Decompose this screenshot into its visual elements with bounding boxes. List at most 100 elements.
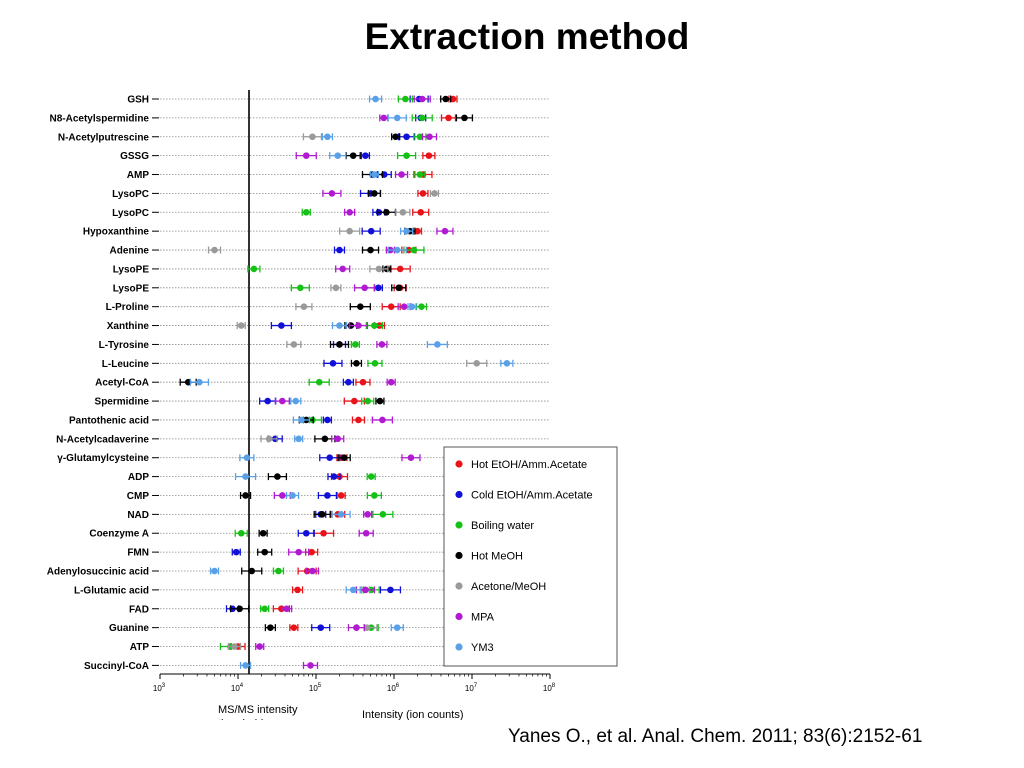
category-label: N-Acetylputrescine (58, 132, 150, 143)
data-point (466, 359, 488, 367)
data-point (323, 359, 343, 367)
category-label: Pantothenic acid (69, 415, 149, 426)
data-point (288, 548, 310, 556)
data-point (289, 624, 299, 632)
data-point (290, 397, 302, 405)
data-point (345, 586, 361, 594)
category-label: Hypoxanthine (83, 227, 150, 238)
data-point (313, 510, 331, 518)
data-point (395, 208, 411, 216)
category-label: NAD (127, 510, 149, 521)
data-point (230, 605, 250, 613)
data-point (329, 152, 347, 160)
x-tick-label: 105 (309, 683, 322, 693)
category-label: L-Proline (106, 302, 150, 313)
data-point (295, 303, 313, 311)
data-point (333, 246, 346, 254)
data-point (247, 265, 261, 273)
data-point (302, 133, 323, 141)
x-tick-label: 103 (153, 683, 166, 693)
data-point (401, 454, 421, 462)
data-point (391, 133, 401, 141)
data-point (239, 661, 252, 669)
x-tick-label: 107 (465, 683, 478, 693)
data-point (312, 529, 335, 537)
x-tick-label: 104 (231, 683, 244, 693)
threshold-label-line1: MS/MS intensity (218, 704, 298, 716)
data-point (372, 510, 394, 518)
data-point (426, 340, 449, 348)
legend-swatch (455, 612, 463, 621)
data-point (429, 189, 440, 197)
data-point (322, 416, 333, 424)
data-point (347, 624, 366, 632)
data-point (264, 624, 277, 632)
slide-title: Extraction method (364, 16, 690, 57)
data-point (379, 586, 402, 594)
data-point (342, 378, 355, 386)
data-point (335, 265, 351, 273)
data-point (363, 510, 373, 518)
data-point (394, 171, 409, 179)
data-point (207, 246, 222, 254)
data-point (317, 491, 338, 499)
data-point (358, 529, 374, 537)
data-point (397, 133, 416, 141)
data-point (373, 284, 383, 292)
category-label: L-Glutamic acid (74, 585, 149, 596)
data-point (322, 189, 342, 197)
data-point (376, 340, 388, 348)
data-point (321, 133, 334, 141)
data-point (331, 510, 351, 518)
data-point (331, 322, 348, 330)
legend-swatch (455, 582, 463, 590)
data-point (231, 548, 241, 556)
data-point (387, 114, 407, 122)
legend: Hot EtOH/Amm.Acetate Cold EtOH/Amm.Acetat… (443, 446, 618, 667)
legend-label: MPA (471, 612, 495, 624)
data-point (368, 95, 383, 103)
data-point (297, 529, 315, 537)
data-point (407, 303, 417, 311)
category-label: CMP (127, 491, 150, 502)
data-point (396, 152, 417, 160)
legend-label: Boiling water (471, 520, 534, 532)
x-tick-label: 108 (543, 683, 556, 693)
data-point (500, 359, 514, 367)
data-point (280, 605, 293, 613)
data-point (209, 567, 220, 575)
data-point (291, 586, 304, 594)
data-point (414, 171, 426, 179)
data-point (369, 265, 389, 273)
data-point (367, 359, 383, 367)
category-label: GSH (127, 95, 149, 106)
category-label: Acetyl-CoA (95, 378, 149, 389)
data-point (399, 227, 414, 235)
category-label: LysoPE (113, 264, 150, 275)
data-point (241, 567, 263, 575)
data-point (267, 473, 288, 481)
data-point (330, 284, 342, 292)
data-point (234, 473, 257, 481)
category-label: Adenine (110, 246, 150, 257)
data-point (258, 529, 268, 537)
category-label: Xanthine (107, 321, 150, 332)
data-point (301, 208, 311, 216)
legend-swatch (455, 643, 463, 651)
data-point (417, 189, 429, 197)
data-point (305, 567, 320, 575)
category-label: ADP (128, 472, 149, 483)
legend-label: Acetone/MeOH (471, 581, 546, 593)
legend-box (443, 446, 618, 667)
category-label: ATP (130, 642, 150, 653)
data-point (259, 397, 277, 405)
category-label: LysoPC (112, 208, 149, 219)
data-point (302, 661, 319, 669)
legend-swatch (455, 551, 463, 560)
data-point (391, 284, 407, 292)
data-point (338, 227, 361, 235)
data-point (292, 416, 311, 424)
data-point (415, 303, 428, 311)
data-point (345, 152, 361, 160)
data-point (353, 284, 376, 292)
